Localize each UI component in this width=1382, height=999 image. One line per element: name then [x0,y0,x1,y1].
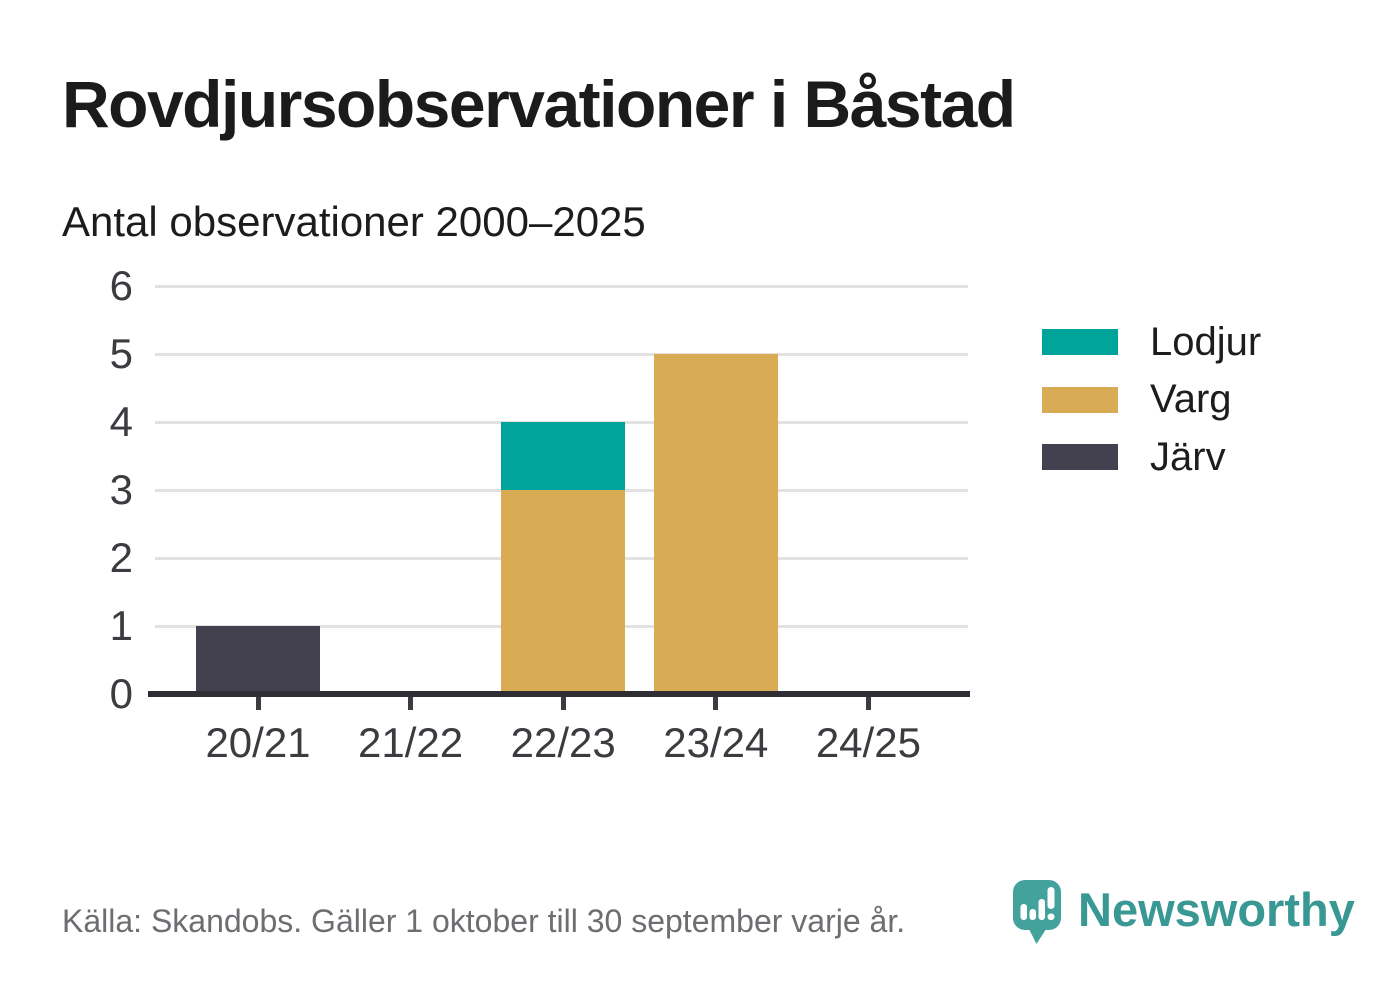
y-axis-tick-label: 4 [109,398,133,445]
bar-segment-lodjur-22-23 [501,422,626,490]
legend-label: Varg [1150,377,1232,421]
x-axis-line [148,691,970,697]
legend-swatch-lodjur [1042,329,1118,355]
y-axis-tick-label: 2 [109,534,133,581]
x-axis-tick-label: 22/23 [510,719,616,766]
brand-name: Newsworthy [1078,883,1355,936]
newsworthy-logo-icon [1013,880,1061,944]
y-axis-tick-label: 0 [109,670,133,717]
legend-label: Lodjur [1150,319,1262,364]
bar-segment-järv-20-21 [196,626,320,694]
gridline [155,353,968,356]
x-axis-tick [713,697,719,710]
x-axis-tick [560,697,566,710]
chart-subtitle: Antal observationer 2000–2025 [62,198,646,245]
x-axis-tick-label: 21/22 [358,719,464,766]
source-note: Källa: Skandobs. Gäller 1 oktober till 3… [62,903,906,939]
x-axis-tick [408,697,414,710]
gridline [155,285,968,288]
legend-swatch-varg [1042,386,1118,413]
y-axis-tick-label: 1 [109,602,133,649]
legend-label: Järv [1150,434,1226,479]
x-axis-tick-label: 23/24 [663,719,769,766]
y-axis-tick-label: 5 [109,330,133,377]
legend-swatch-järv [1042,444,1118,470]
chart-title: Rovdjursobservationer i Båstad [62,67,1016,141]
legend-item-varg: Varg [1042,376,1232,424]
x-axis-tick [865,697,871,710]
bar-segment-varg-23-24 [653,354,778,694]
x-axis-tick-label: 24/25 [815,719,921,766]
legend-item-järv: Järv [1042,433,1226,481]
y-axis-tick-label: 6 [109,262,133,309]
bar-segment-varg-22-23 [501,490,626,694]
y-axis-tick-label: 3 [109,466,133,513]
x-axis-tick-label: 20/21 [205,719,311,766]
legend-item-lodjur: Lodjur [1042,318,1261,366]
x-axis-tick [255,697,261,710]
